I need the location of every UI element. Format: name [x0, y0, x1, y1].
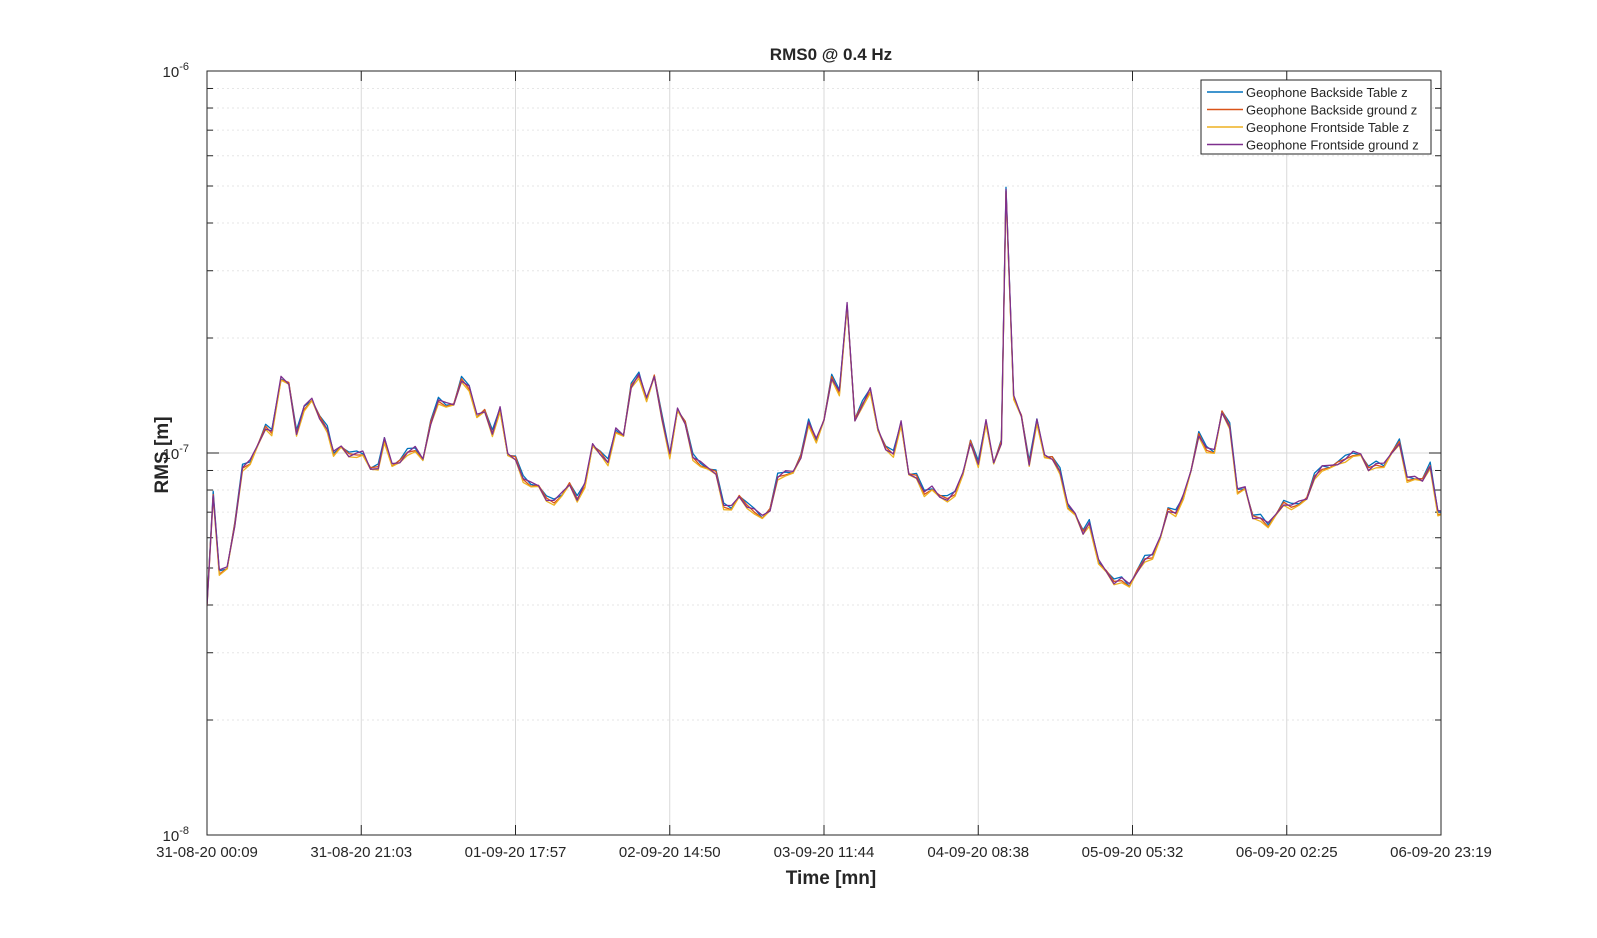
legend-entry-label: Geophone Backside ground z — [1246, 103, 1417, 118]
chart-title: RMS0 @ 0.4 Hz — [770, 45, 892, 64]
x-tick-label: 05-09-20 05:32 — [1082, 844, 1184, 861]
y-tick-label: 10-6 — [163, 61, 189, 81]
series-line-4 — [207, 188, 1441, 607]
x-axis-ticks: 31-08-20 00:09 31-08-20 21:03 01-09-20 17:… — [156, 71, 1492, 861]
x-tick-label: 01-09-20 17:57 — [465, 844, 567, 861]
plot-area: 31-08-20 00:09 31-08-20 21:03 01-09-20 17:… — [156, 61, 1492, 861]
x-tick-label: 06-09-20 23:19 — [1390, 844, 1492, 861]
grid-lines — [207, 71, 1441, 835]
legend-entry-label: Geophone Frontside ground z — [1246, 138, 1419, 153]
x-tick-label: 04-09-20 08:38 — [927, 844, 1029, 861]
legend-entry-label: Geophone Backside Table z — [1246, 85, 1408, 100]
legend-entry-label: Geophone Frontside Table z — [1246, 120, 1409, 135]
x-tick-label: 31-08-20 21:03 — [310, 844, 412, 861]
x-tick-label: 03-09-20 11:44 — [774, 844, 875, 861]
legend: Geophone Backside Table z Geophone Backsi… — [1200, 79, 1432, 155]
y-tick-label: 10-8 — [163, 825, 189, 845]
x-tick-label: 02-09-20 14:50 — [619, 844, 721, 861]
series-lines — [207, 186, 1441, 607]
y-axis-ticks: 10-8 10-7 10-6 — [163, 61, 1441, 845]
y-tick-label: 10-7 — [163, 443, 189, 463]
x-tick-label: 06-09-20 02:25 — [1236, 844, 1338, 861]
x-tick-label: 31-08-20 00:09 — [156, 844, 258, 861]
y-axis-label: RMS [m] — [152, 416, 173, 493]
x-axis-label: Time [mn] — [786, 868, 876, 889]
